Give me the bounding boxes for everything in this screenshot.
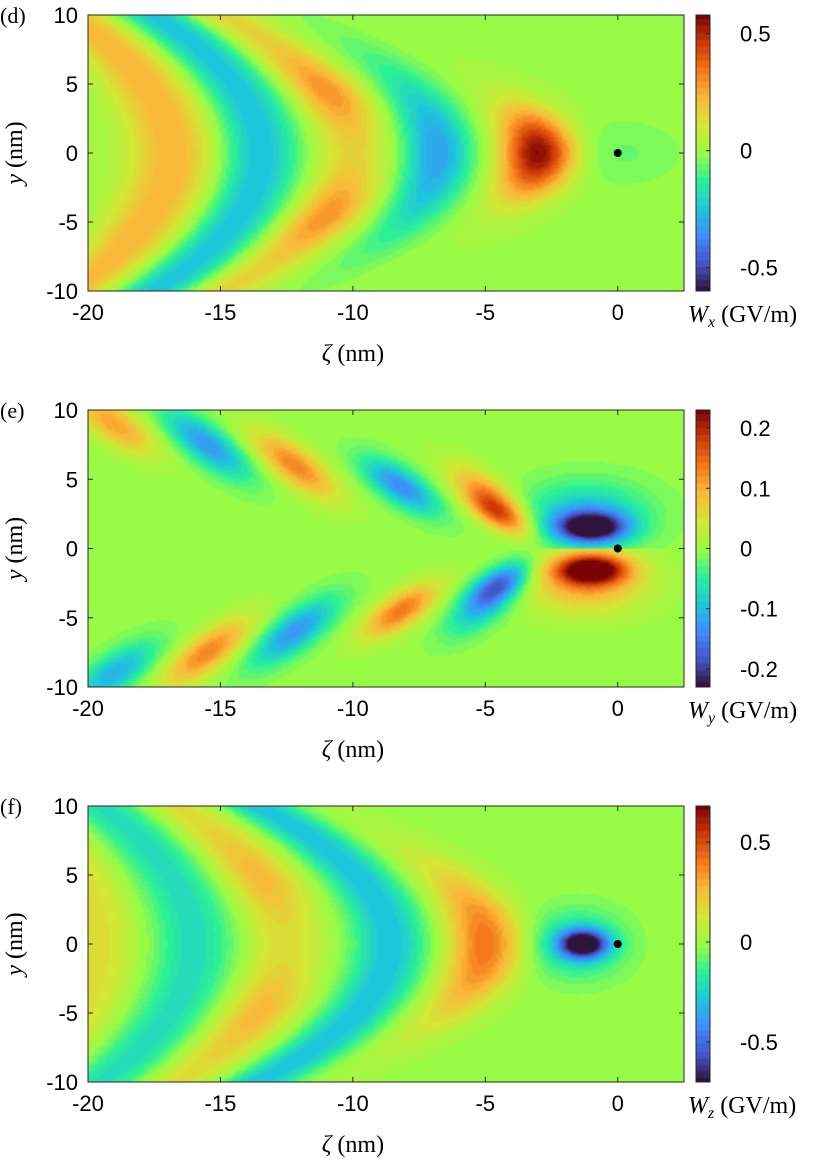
x-tick-label: -5	[476, 696, 496, 721]
x-tick-label: -5	[476, 300, 496, 325]
colorbar-tick-label: 0.5	[740, 830, 771, 855]
panel-wz: -20 -15 -10 -5 0 10 5 0 -5 -10 ζ (nm) y (nm) (f) 0.5 0…	[0, 794, 796, 1158]
y-tick-label: -10	[46, 279, 78, 304]
panel-label: (f)	[0, 794, 22, 819]
panel-label: (d)	[0, 3, 26, 28]
y-tick-label: 0	[66, 537, 78, 562]
x-tick-label: -10	[337, 696, 369, 721]
y-axis-label: y (nm)	[2, 912, 28, 977]
y-tick-label: -5	[58, 606, 78, 631]
colorbar-label: Wy (GV/m)	[688, 698, 797, 727]
colorbar-tick-label: 0	[740, 930, 752, 955]
y-tick-label: -5	[58, 1001, 78, 1026]
colorbar-tick-label: -0.5	[740, 1030, 778, 1055]
colorbar	[696, 410, 710, 687]
y-tick-label: 10	[54, 398, 78, 423]
x-tick-label: 0	[612, 696, 624, 721]
colorbar	[696, 806, 710, 1082]
x-axis-label: ζ (nm)	[322, 341, 384, 367]
heatmap-wy	[88, 410, 684, 687]
drive-bunch-marker	[613, 544, 622, 553]
drive-bunch-marker	[613, 940, 622, 948]
x-tick-label: 0	[612, 1091, 624, 1116]
panel-label: (e)	[0, 398, 24, 423]
colorbar-tick-label: 0.2	[740, 416, 771, 441]
y-tick-label: -10	[46, 675, 78, 700]
y-tick-label: 10	[54, 794, 78, 819]
x-tick-label: -20	[72, 300, 104, 325]
colorbar-tick-label: -0.2	[740, 657, 778, 682]
colorbar-tick-label: -0.5	[740, 256, 778, 281]
y-tick-label: -5	[58, 210, 78, 235]
colorbar-tick-label: 0	[740, 139, 752, 164]
x-tick-label: -15	[205, 1091, 237, 1116]
x-tick-label: -10	[337, 1091, 369, 1116]
y-tick-label: 0	[66, 932, 78, 957]
y-axis-label: y (nm)	[2, 517, 28, 582]
colorbar	[696, 15, 710, 291]
colorbar-label: Wz (GV/m)	[688, 1093, 796, 1122]
colorbar-label: Wx (GV/m)	[688, 302, 797, 331]
x-tick-label: 0	[612, 300, 624, 325]
x-tick-label: -15	[205, 300, 237, 325]
y-tick-label: 5	[66, 72, 78, 97]
y-tick-label: 0	[66, 141, 78, 166]
colorbar-tick-label: 0	[740, 537, 752, 562]
y-tick-label: 5	[66, 863, 78, 888]
x-tick-label: -20	[72, 1091, 104, 1116]
colorbar-frame	[695, 805, 711, 1083]
y-tick-label: 10	[54, 3, 78, 28]
x-tick-label: -20	[72, 696, 104, 721]
x-tick-label: -10	[337, 300, 369, 325]
colorbar-tick-label: 0.1	[740, 476, 771, 501]
y-tick-label: 5	[66, 467, 78, 492]
panel-wy: -20 -15 -10 -5 0 10 5 0 -5 -10 ζ (nm) y (nm) (e) 0.2 0…	[0, 398, 797, 763]
y-axis-label: y (nm)	[2, 121, 28, 186]
colorbar-tick-label: -0.1	[740, 597, 778, 622]
x-tick-label: -15	[205, 696, 237, 721]
colorbar-frame	[695, 14, 711, 292]
heatmap-wz	[88, 806, 684, 1082]
heatmap-wx	[88, 15, 684, 291]
panel-wx: -20 -15 -10 -5 0 10 5 0 -5 -10 ζ (nm) y (nm) (d) 0.5 0…	[0, 3, 797, 367]
x-axis-label: ζ (nm)	[322, 1132, 384, 1158]
y-tick-label: -10	[46, 1070, 78, 1095]
x-tick-label: -5	[476, 1091, 496, 1116]
drive-bunch-marker	[613, 149, 622, 157]
colorbar-tick-label: 0.5	[740, 22, 771, 47]
x-axis-label: ζ (nm)	[322, 737, 384, 763]
